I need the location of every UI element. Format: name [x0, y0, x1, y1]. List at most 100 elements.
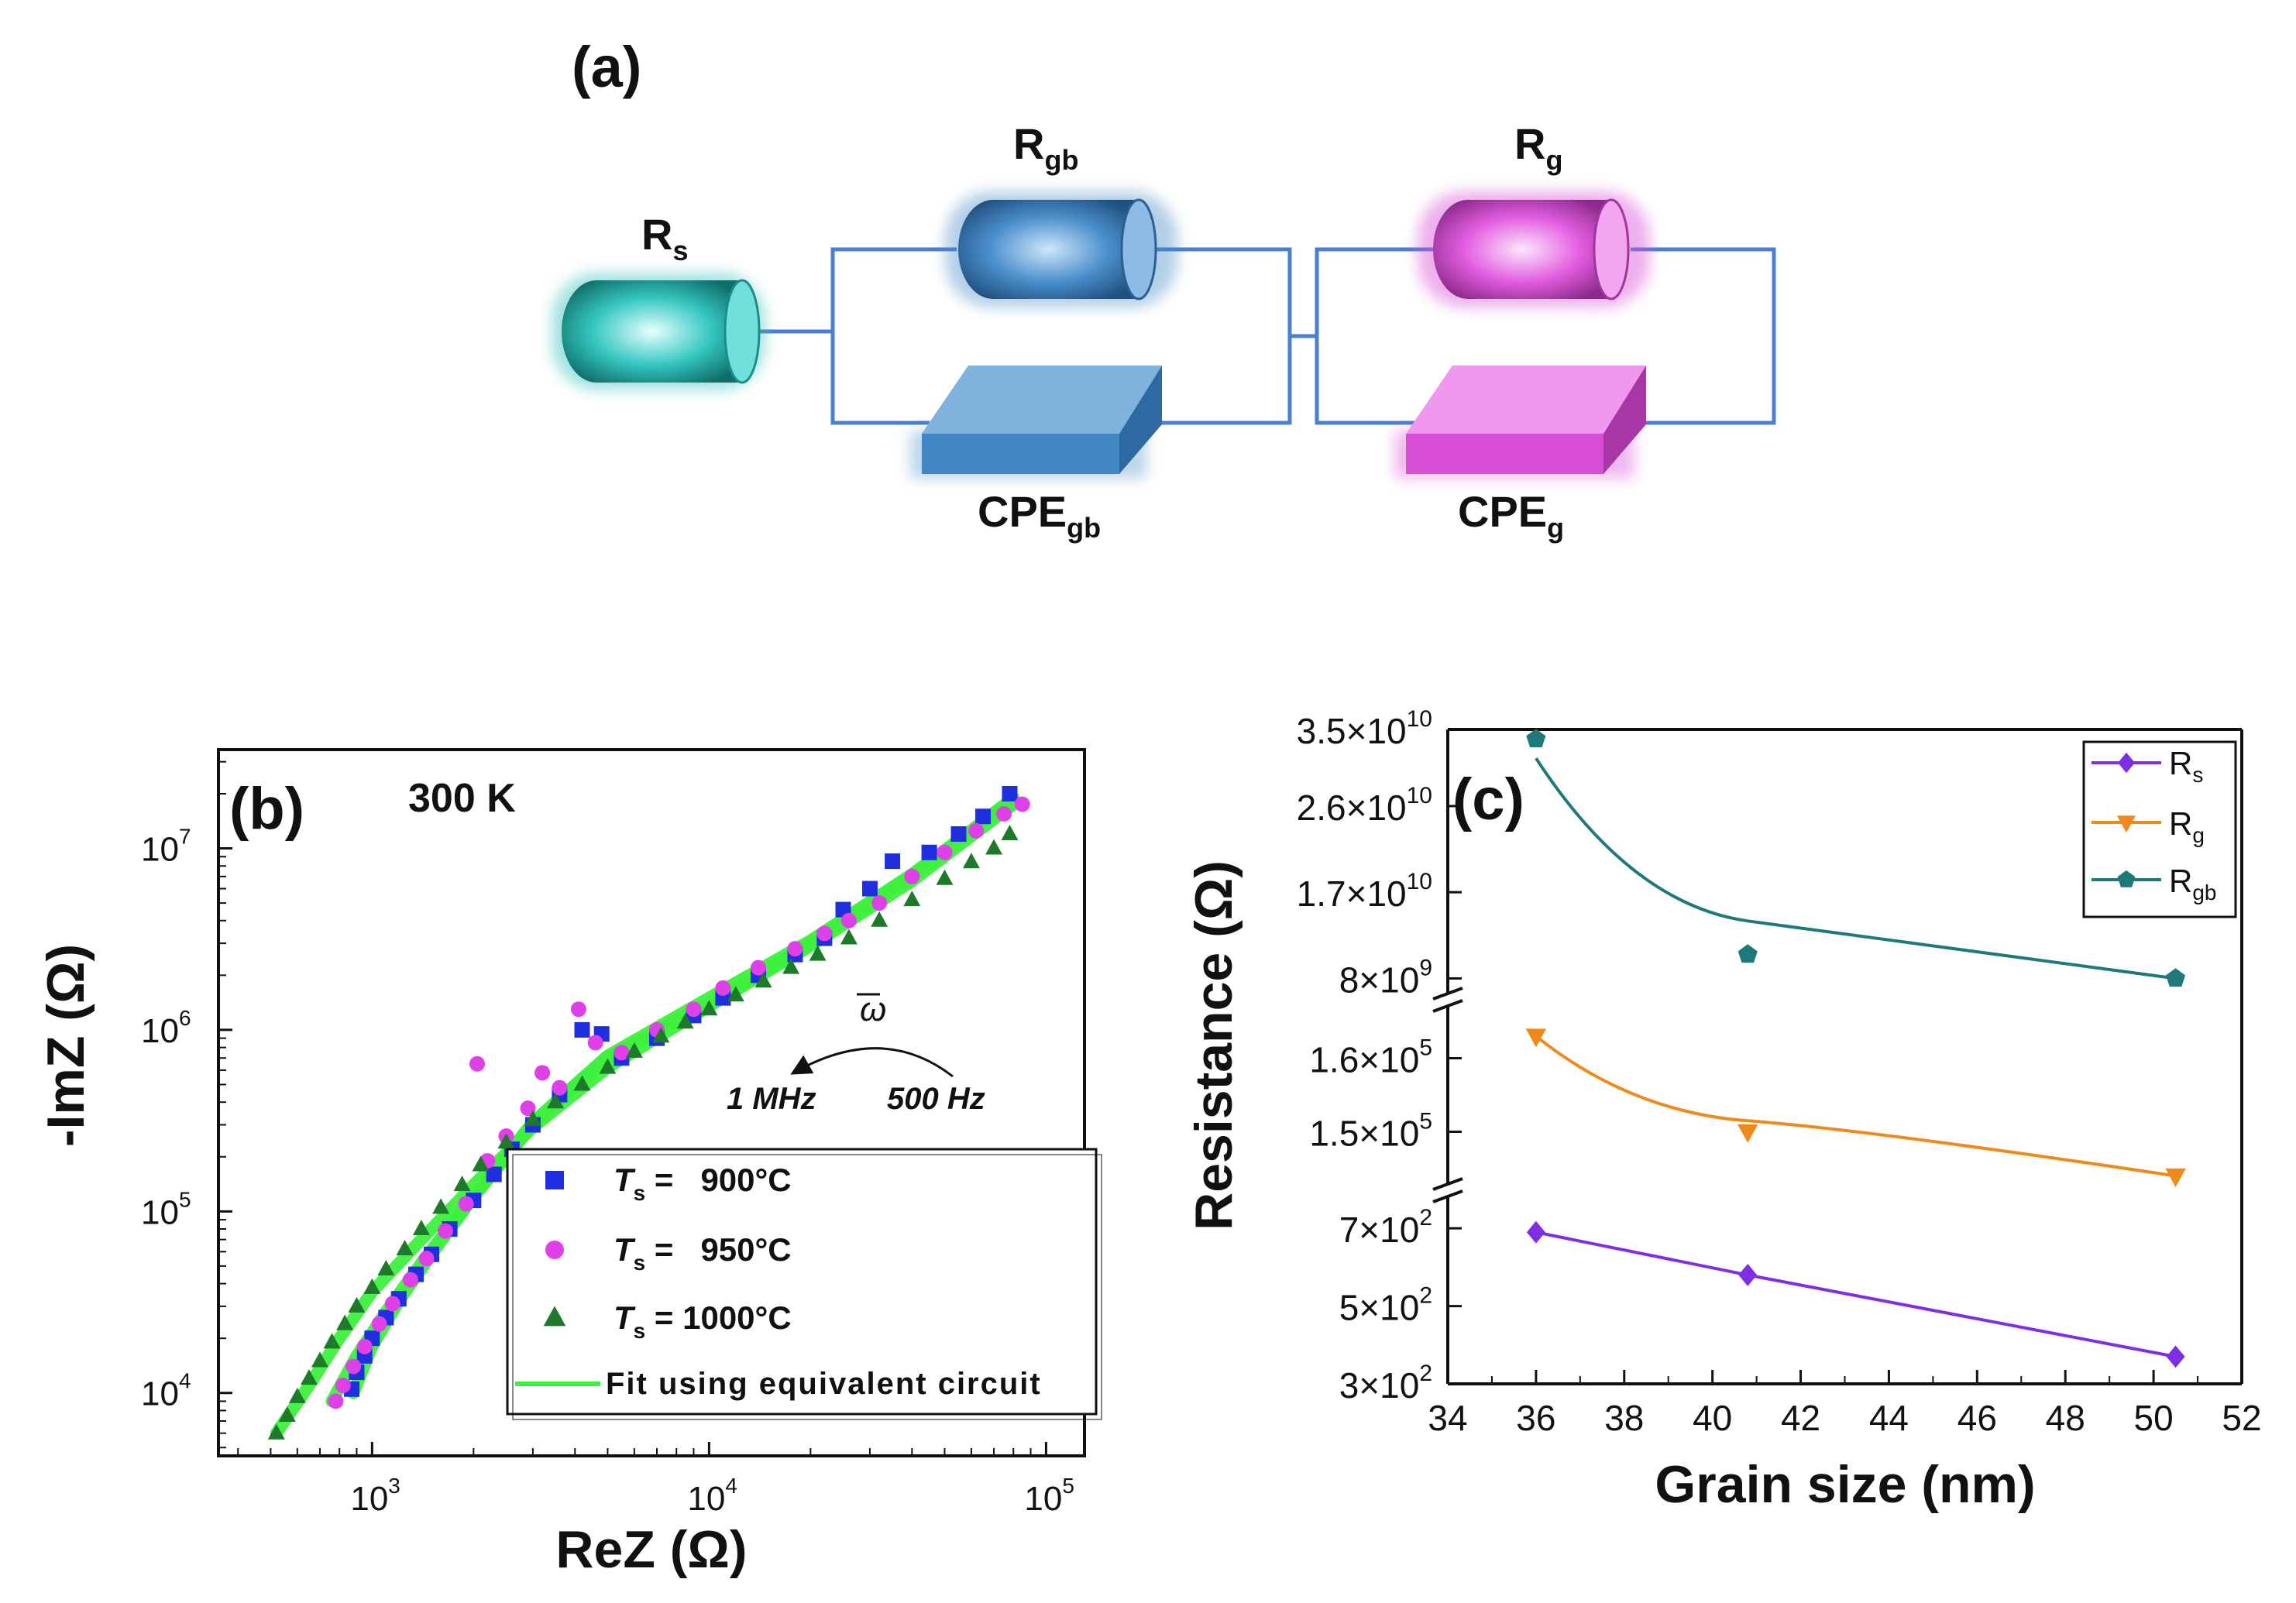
data-point-square: [486, 1166, 502, 1183]
data-point-circle: [840, 912, 857, 929]
data-point-triangle: [288, 1387, 306, 1403]
data-point-triangle: [497, 1133, 515, 1149]
y-tick-label-c: 3.5×1010: [1297, 706, 1432, 751]
legend-entry-rg: Rg: [2169, 805, 2205, 847]
data-point-circle: [520, 1100, 536, 1117]
data-point-triangle: [625, 1042, 643, 1058]
data-point-circle: [904, 868, 920, 884]
x-tick-label-b: 103: [350, 1474, 400, 1518]
data-point-circle: [968, 822, 985, 839]
x-tick-label-c: 40: [1693, 1398, 1732, 1438]
data-point-circle: [787, 941, 803, 957]
panel-b-chart: 103 104 105 104 105 106 107 (b) 300 K ω 1 MHz …: [36, 748, 1102, 1579]
circuit-wires: [742, 247, 1776, 425]
data-point-triangle: [936, 869, 954, 885]
legend-entry-fit: Fit using equivalent circuit: [606, 1367, 1042, 1401]
data-point-circle: [937, 844, 953, 860]
legend-marker-900: [545, 1171, 564, 1189]
data-point-circle: [871, 895, 888, 911]
data-point-square: [861, 880, 878, 897]
data-point-rgb: [1526, 729, 1546, 747]
data-point-triangle: [472, 1155, 490, 1172]
freq-high-label: 1 MHz: [727, 1082, 816, 1116]
data-point-triangle: [300, 1369, 318, 1385]
data-point-circle: [384, 1296, 400, 1312]
x-tick-label-b: 105: [1024, 1474, 1074, 1518]
data-point-circle: [816, 925, 833, 942]
data-point-triangle: [700, 1000, 718, 1016]
legend-c: Rs Rg Rgb: [2082, 740, 2237, 918]
data-point-triangle: [547, 1093, 565, 1109]
cpe-gb-element: CPEgb: [910, 366, 1162, 544]
x-tick-label-b: 104: [687, 1474, 737, 1518]
omega-symbol: ω: [860, 990, 886, 1028]
frequency-direction-annotation: ω 1 MHz 500 Hz: [727, 990, 985, 1116]
data-point-triangle: [727, 986, 744, 1002]
x-tick-label-c: 36: [1516, 1398, 1555, 1438]
axis-b-xlabel: ReZ (Ω): [555, 1520, 747, 1579]
data-point-triangle: [871, 911, 888, 927]
legend-marker-1000: [543, 1306, 566, 1327]
data-point-square: [574, 1021, 590, 1038]
data-point-circle: [328, 1393, 344, 1409]
data-point-rgb: [2166, 968, 2186, 987]
data-point-circle: [345, 1358, 362, 1375]
data-point-square: [1002, 785, 1018, 802]
data-point-triangle: [453, 1176, 471, 1192]
fit-curve-rg: [1535, 1035, 2176, 1178]
data-point-square: [950, 826, 967, 842]
x-tick-label-c: 44: [1869, 1398, 1909, 1438]
data-point-triangle: [396, 1239, 414, 1255]
data-point-rgb: [1737, 944, 1758, 963]
data-point-triangle: [903, 891, 921, 907]
fit-curve-rs: [1535, 1231, 2176, 1358]
panel-b-label: (b): [229, 776, 304, 842]
fit-curve-rgb: [1535, 757, 2176, 980]
data-point-triangle: [599, 1058, 617, 1074]
data-point-triangle: [962, 853, 980, 869]
data-point-triangle: [336, 1314, 354, 1330]
y-tick-label-b: 104: [141, 1369, 191, 1413]
data-point-triangle: [985, 839, 1003, 855]
data-point-triangle: [782, 958, 800, 974]
y-tick-label-c: 1.5×105: [1309, 1109, 1432, 1154]
data-point-triangle: [1001, 824, 1019, 840]
y-tick-label-c: 3×102: [1339, 1361, 1432, 1406]
legend-marker-rs: [2118, 752, 2135, 774]
y-tick-label-c: 2.6×1010: [1297, 783, 1432, 828]
data-point-triangle: [267, 1423, 285, 1440]
data-point-triangle: [377, 1260, 395, 1276]
data-point-rg: [1525, 1028, 1547, 1048]
freq-low-label: 500 Hz: [887, 1082, 985, 1116]
axis-b-ylabel: -ImZ (Ω): [36, 944, 95, 1147]
data-point-rs: [1526, 1220, 1545, 1244]
x-tick-label-c: 52: [2222, 1398, 2261, 1438]
data-point-circle: [750, 959, 766, 976]
panel-c-label: (c): [1452, 767, 1524, 832]
y-axis-break-marks: [1432, 987, 1463, 1203]
data-point-triangle: [754, 972, 772, 988]
data-point-circle: [1014, 796, 1030, 812]
x-tick-label-c: 46: [1957, 1398, 1997, 1438]
data-point-rg: [1737, 1124, 1758, 1143]
data-point-circle: [458, 1196, 474, 1212]
rgb-label: Rgb: [1013, 119, 1078, 176]
data-point-circle: [437, 1223, 453, 1239]
axis-c-ylabel: Resistance (Ω): [1184, 860, 1243, 1231]
legend-marker-rgb: [2117, 870, 2136, 887]
data-point-rs: [1738, 1264, 1758, 1286]
temperature-annotation: 300 K: [408, 776, 516, 821]
data-point-circle: [371, 1316, 387, 1332]
data-point-triangle: [432, 1198, 450, 1214]
panel-a-circuit: (a) Rs Rgb Rg: [552, 35, 1776, 544]
data-point-circle: [552, 1080, 568, 1096]
y-tick-label-b: 106: [141, 1006, 191, 1050]
data-point-triangle: [348, 1296, 366, 1313]
x-tick-label-c: 34: [1428, 1398, 1467, 1438]
rs-resistor: Rs: [552, 210, 765, 390]
x-tick-label-c: 42: [1781, 1398, 1820, 1438]
data-point-circle: [587, 1035, 603, 1051]
data-point-rs: [2166, 1345, 2185, 1368]
y-tick-label-c: 1.7×1010: [1297, 869, 1432, 914]
y-tick-label-c: 7×102: [1339, 1205, 1432, 1250]
